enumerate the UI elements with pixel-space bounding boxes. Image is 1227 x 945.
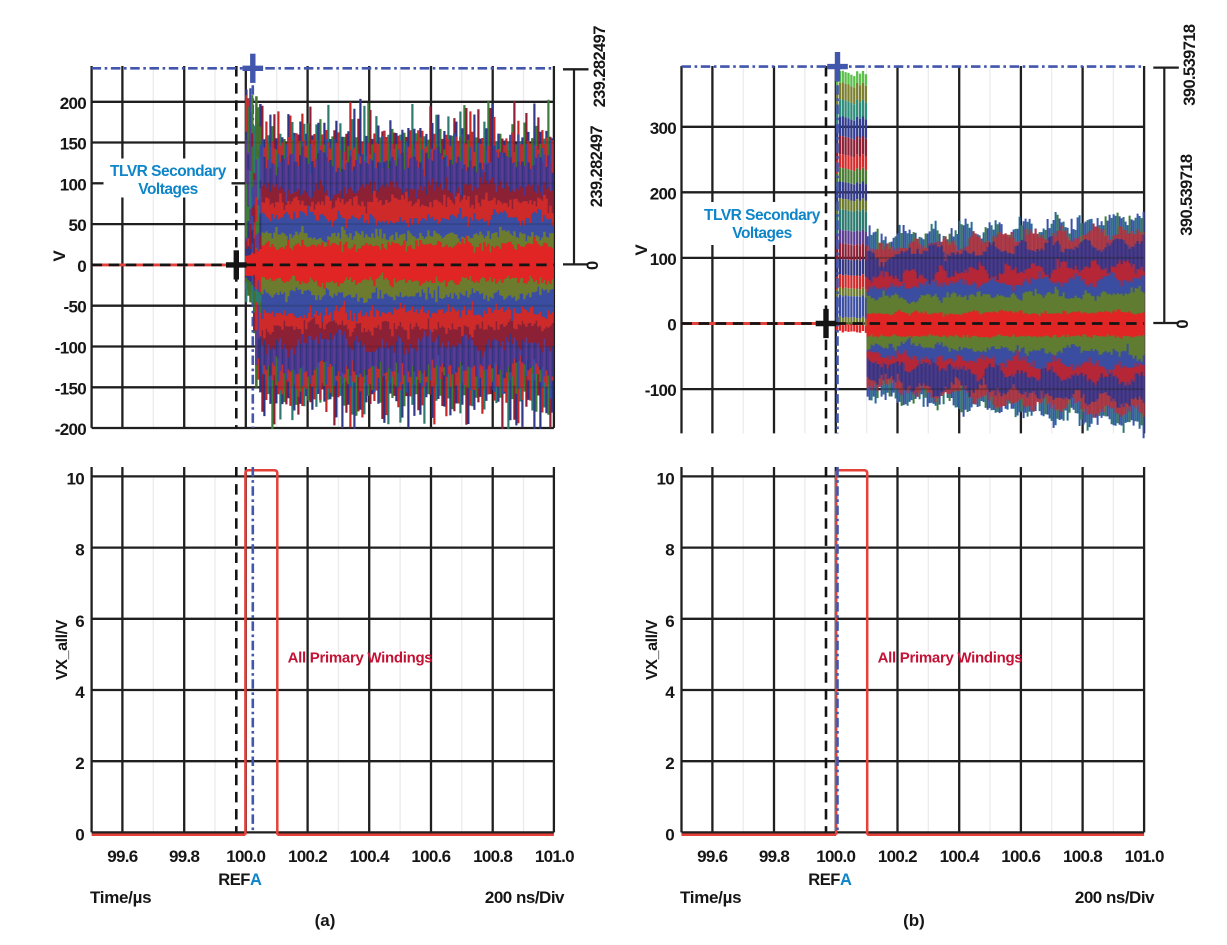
svg-text:Voltages: Voltages (138, 181, 197, 198)
svg-text:REF: REF (218, 871, 250, 889)
svg-text:239.282497: 239.282497 (588, 126, 606, 208)
svg-text:200: 200 (650, 184, 677, 203)
svg-text:0: 0 (75, 825, 84, 844)
svg-text:100: 100 (650, 250, 677, 269)
svg-text:All Primary Windings: All Primary Windings (288, 650, 433, 667)
svg-text:Voltages: Voltages (732, 225, 791, 242)
svg-text:100: 100 (60, 175, 87, 194)
svg-text:200: 200 (60, 94, 87, 113)
svg-text:0: 0 (667, 316, 676, 335)
svg-text:100.2: 100.2 (878, 847, 917, 866)
svg-text:100.4: 100.4 (940, 847, 980, 866)
svg-text:100.8: 100.8 (1063, 847, 1102, 866)
svg-text:4: 4 (75, 683, 85, 702)
svg-text:-100: -100 (55, 339, 86, 358)
svg-text:V: V (50, 250, 69, 262)
svg-text:101.0: 101.0 (535, 847, 574, 866)
svg-text:99.8: 99.8 (759, 847, 790, 866)
svg-text:6: 6 (665, 612, 674, 631)
svg-text:V: V (632, 244, 651, 256)
svg-text:101.0: 101.0 (1125, 847, 1164, 866)
svg-text:-200: -200 (55, 420, 86, 439)
svg-text:150: 150 (60, 135, 87, 154)
svg-text:100.2: 100.2 (288, 847, 327, 866)
svg-text:TLVR Secondary: TLVR Secondary (110, 163, 227, 180)
svg-text:TLVR Secondary: TLVR Secondary (704, 207, 821, 224)
svg-text:0: 0 (77, 257, 86, 276)
svg-text:100.8: 100.8 (473, 847, 512, 866)
svg-text:99.6: 99.6 (697, 847, 728, 866)
svg-text:6: 6 (75, 612, 84, 631)
svg-text:99.8: 99.8 (169, 847, 200, 866)
svg-text:A: A (250, 871, 262, 889)
svg-text:100.6: 100.6 (1001, 847, 1040, 866)
svg-text:VX_all/V: VX_all/V (54, 619, 71, 680)
svg-text:100.6: 100.6 (411, 847, 450, 866)
svg-text:-50: -50 (64, 298, 87, 317)
svg-text:200 ns/Div: 200 ns/Div (485, 888, 565, 907)
svg-text:10: 10 (656, 469, 674, 488)
svg-text:0: 0 (584, 261, 602, 270)
svg-text:(a): (a) (315, 911, 336, 930)
svg-text:All Primary Windings: All Primary Windings (878, 650, 1023, 667)
svg-text:390.539718: 390.539718 (1178, 154, 1196, 236)
svg-text:REF: REF (808, 871, 840, 889)
svg-text:2: 2 (75, 754, 84, 773)
svg-text:100.0: 100.0 (816, 847, 855, 866)
svg-text:4: 4 (665, 683, 675, 702)
svg-text:2: 2 (665, 754, 674, 773)
svg-text:8: 8 (665, 541, 674, 560)
svg-text:-100: -100 (645, 381, 676, 400)
svg-text:-150: -150 (55, 379, 86, 398)
svg-text:Time/µs: Time/µs (90, 888, 151, 907)
svg-text:Time/µs: Time/µs (680, 888, 741, 907)
svg-text:100.0: 100.0 (226, 847, 265, 866)
svg-text:50: 50 (68, 216, 86, 235)
svg-text:200 ns/Div: 200 ns/Div (1075, 888, 1155, 907)
svg-text:(b): (b) (903, 911, 925, 930)
svg-text:0: 0 (1174, 319, 1192, 328)
svg-text:239.282497: 239.282497 (591, 26, 609, 108)
svg-text:100.4: 100.4 (350, 847, 390, 866)
svg-text:300: 300 (650, 119, 677, 138)
svg-text:A: A (840, 871, 852, 889)
svg-text:0: 0 (665, 825, 674, 844)
svg-text:10: 10 (66, 469, 84, 488)
svg-text:390.539718: 390.539718 (1181, 24, 1199, 106)
svg-text:99.6: 99.6 (107, 847, 138, 866)
svg-text:VX_all/V: VX_all/V (644, 619, 661, 680)
svg-text:8: 8 (75, 541, 84, 560)
